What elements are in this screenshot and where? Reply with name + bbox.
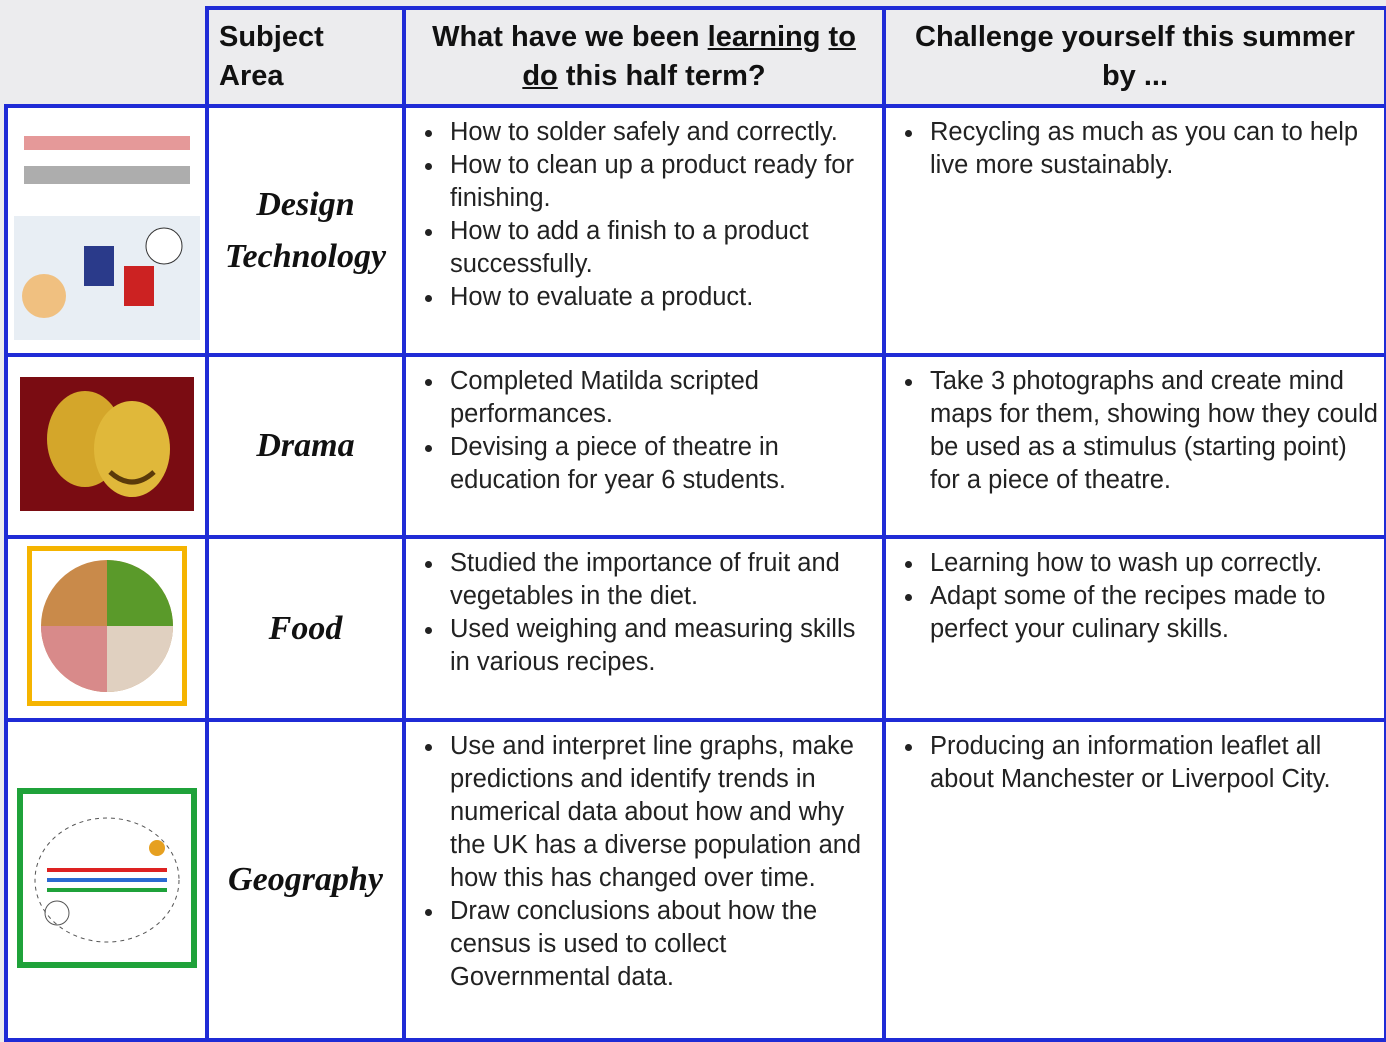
blank-header: [6, 8, 207, 106]
learning-item: How to clean up a product ready for fini…: [446, 149, 876, 215]
food-image: [25, 545, 188, 707]
drama-image: [19, 376, 194, 511]
subject-name: Design Technology: [205, 104, 406, 357]
header-underlined: learning: [707, 21, 821, 53]
header-learning: What have we been learning to do this ha…: [402, 6, 886, 108]
learning-list: Use and interpret line graphs, make pred…: [406, 730, 876, 994]
image-cell: [4, 535, 209, 722]
challenge-cell: Learning how to wash up correctly.Adapt …: [882, 535, 1386, 722]
subject-name: Geography: [205, 718, 406, 1042]
image-cell: [4, 718, 209, 1042]
learning-cell: How to solder safely and correctly.How t…: [402, 104, 886, 357]
image-cell: [4, 353, 209, 539]
subject-name: Food: [205, 535, 406, 722]
subject-table: Subject Area What have we been learning …: [4, 6, 1386, 1042]
challenge-list: Producing an information leaflet all abo…: [886, 730, 1378, 796]
image-cell: [4, 104, 209, 357]
challenge-cell: Producing an information leaflet all abo…: [882, 718, 1386, 1042]
learning-cell: Use and interpret line graphs, make pred…: [402, 718, 886, 1042]
dt-image: [13, 116, 200, 340]
header-row: Subject Area What have we been learning …: [6, 6, 1386, 108]
challenge-cell: Take 3 photographs and create mind maps …: [882, 353, 1386, 539]
header-subject: Subject Area: [205, 6, 406, 108]
challenge-list: Learning how to wash up correctly.Adapt …: [886, 547, 1378, 646]
challenge-item: Take 3 photographs and create mind maps …: [926, 365, 1378, 497]
learning-list: How to solder safely and correctly.How t…: [406, 116, 876, 314]
header-text: [820, 21, 828, 53]
learning-item: How to evaluate a product.: [446, 281, 876, 314]
learning-cell: Studied the importance of fruit and vege…: [402, 535, 886, 722]
challenge-list: Recycling as much as you can to help liv…: [886, 116, 1378, 182]
challenge-cell: Recycling as much as you can to help liv…: [882, 104, 1386, 357]
subject-row: Design TechnologyHow to solder safely an…: [4, 104, 1386, 357]
learning-item: Devising a piece of theatre in education…: [446, 431, 876, 497]
learning-item: Draw conclusions about how the census is…: [446, 895, 876, 994]
challenge-item: Adapt some of the recipes made to perfec…: [926, 580, 1378, 646]
challenge-item: Recycling as much as you can to help liv…: [926, 116, 1378, 182]
header-text: What have we been: [432, 21, 708, 53]
challenge-list: Take 3 photographs and create mind maps …: [886, 365, 1378, 497]
learning-list: Completed Matilda scripted performances.…: [406, 365, 876, 497]
challenge-item: Producing an information leaflet all abo…: [926, 730, 1378, 796]
learning-item: How to solder safely and correctly.: [446, 116, 876, 149]
learning-cell: Completed Matilda scripted performances.…: [402, 353, 886, 539]
header-underlined: to do: [522, 21, 856, 92]
learning-item: Completed Matilda scripted performances.: [446, 365, 876, 431]
challenge-item: Learning how to wash up correctly.: [926, 547, 1378, 580]
learning-list: Studied the importance of fruit and vege…: [406, 547, 876, 679]
subject-name: Drama: [205, 353, 406, 539]
learning-item: Used weighing and measuring skills in va…: [446, 613, 876, 679]
header-challenge: Challenge yourself this summer by ...: [882, 6, 1386, 108]
geography-image: [16, 787, 197, 968]
subject-row: Food Studied the importance of fruit and …: [4, 535, 1386, 722]
subject-row: DramaCompleted Matilda scripted performa…: [4, 353, 1386, 539]
learning-item: Use and interpret line graphs, make pred…: [446, 730, 876, 895]
header-text: this half term?: [557, 60, 766, 92]
subject-row: GeographyUse and interpret line graphs, …: [4, 718, 1386, 1042]
learning-item: Studied the importance of fruit and vege…: [446, 547, 876, 613]
learning-item: How to add a finish to a product success…: [446, 215, 876, 281]
